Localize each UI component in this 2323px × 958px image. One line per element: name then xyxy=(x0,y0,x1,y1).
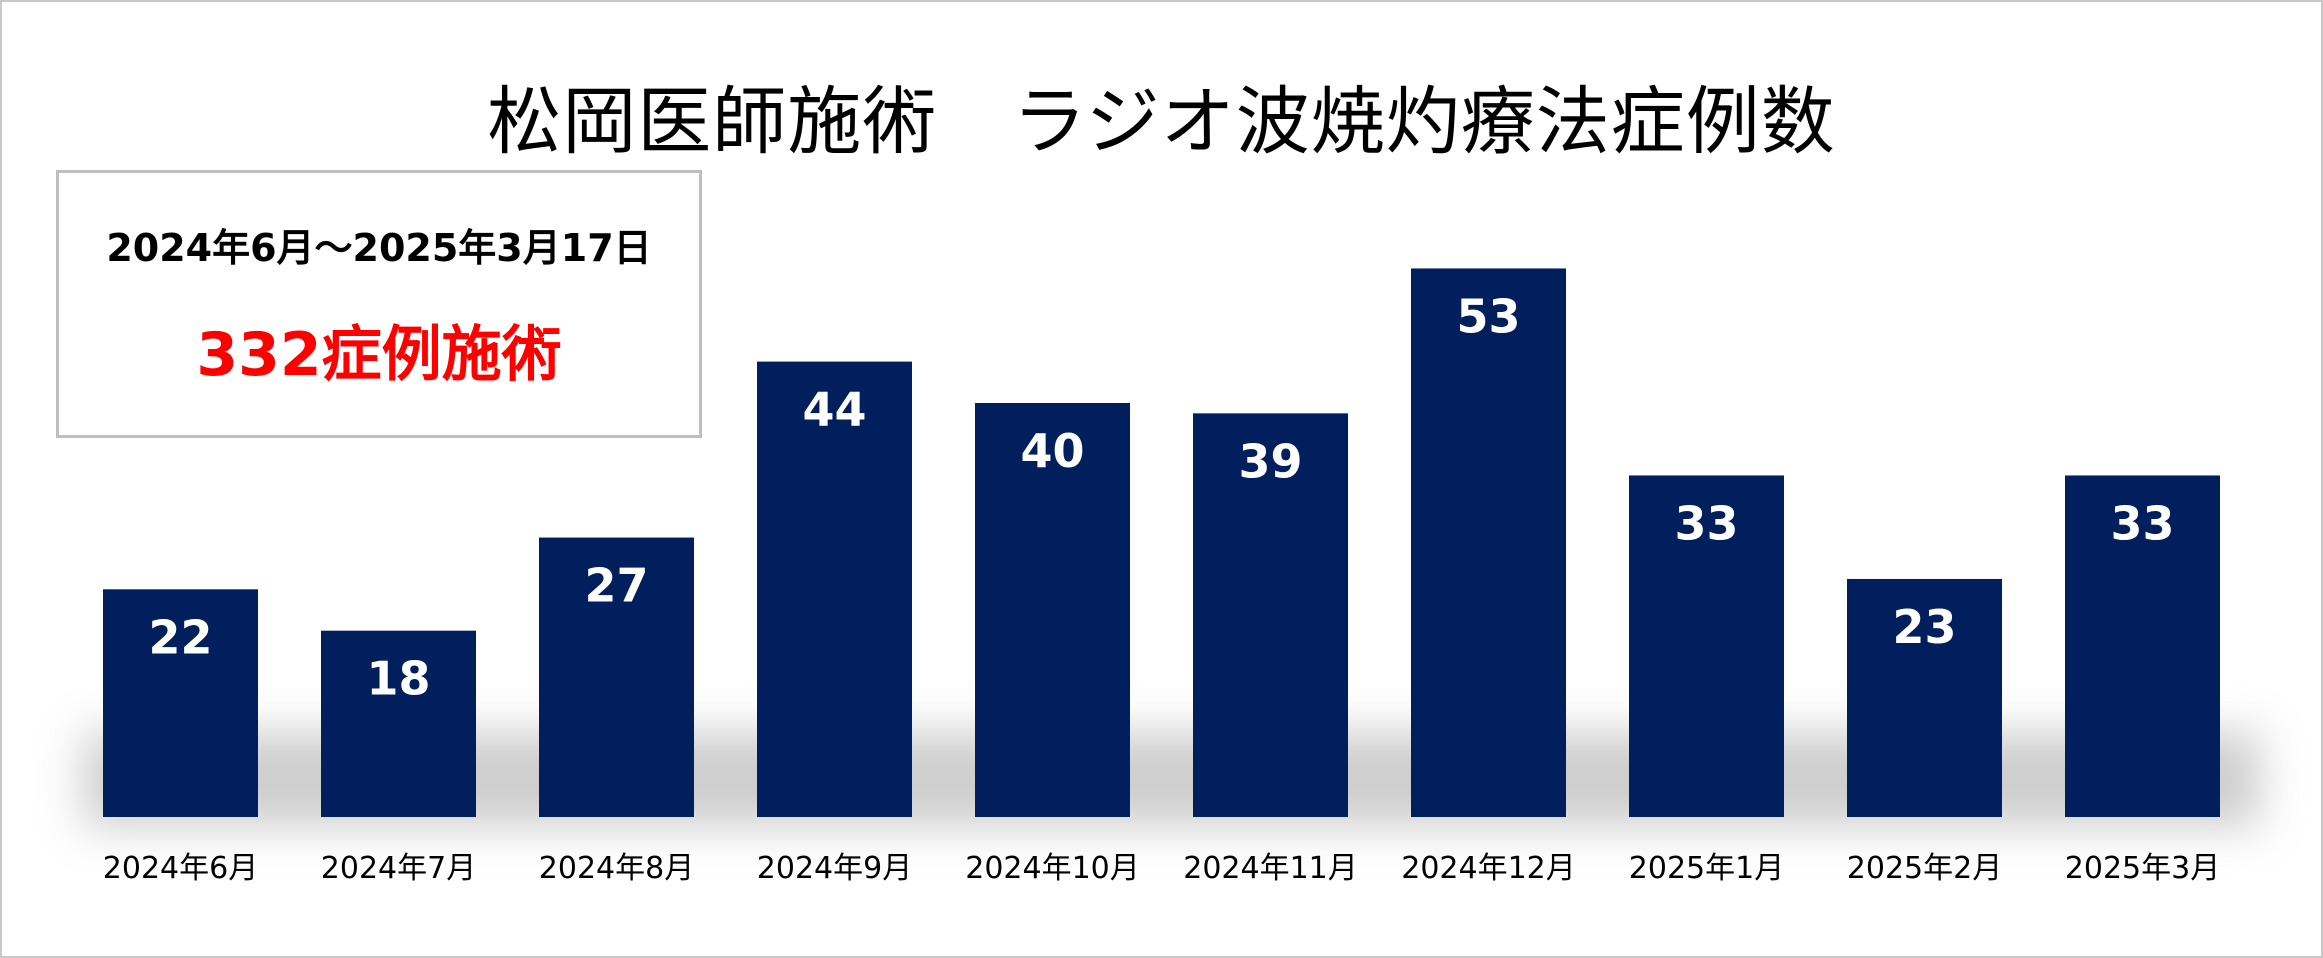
bar-3 xyxy=(757,361,912,817)
x-axis-tick-labels: 2024年6月 2024年7月 2024年8月 2024年9月 2024年10月 2024… xyxy=(103,851,2220,886)
bar-1 xyxy=(321,630,476,817)
bar-value-label-7: 33 xyxy=(1674,496,1738,550)
x-tick-label-3: 2024年9月 xyxy=(757,851,912,886)
bar-value-label-1: 18 xyxy=(366,652,430,706)
bar-value-label-4: 40 xyxy=(1020,424,1084,478)
x-tick-label-9: 2025年3月 xyxy=(2065,851,2220,886)
bar-value-label-6: 53 xyxy=(1456,289,1520,343)
bar-5 xyxy=(1193,413,1348,817)
bar-value-label-2: 27 xyxy=(584,559,648,613)
x-tick-label-2: 2024年8月 xyxy=(539,851,694,886)
data-labels-group: 22 18 27 44 40 39 53 33 23 33 xyxy=(148,289,2174,705)
bar-2 xyxy=(539,537,694,817)
x-tick-label-5: 2024年11月 xyxy=(1183,851,1358,886)
bar-8 xyxy=(1847,578,2002,817)
x-tick-label-6: 2024年12月 xyxy=(1401,851,1576,886)
x-tick-label-8: 2025年2月 xyxy=(1847,851,2002,886)
x-tick-label-1: 2024年7月 xyxy=(321,851,476,886)
x-tick-label-0: 2024年6月 xyxy=(103,851,258,886)
x-tick-label-4: 2024年10月 xyxy=(965,851,1140,886)
bar-9 xyxy=(2065,475,2220,817)
bar-value-label-0: 22 xyxy=(148,610,212,664)
bars-group xyxy=(103,268,2220,817)
summary-period: 2024年6月～2025年3月17日 xyxy=(106,226,652,270)
x-tick-label-7: 2025年1月 xyxy=(1629,851,1784,886)
bar-value-label-8: 23 xyxy=(1892,600,1956,654)
bar-value-label-3: 44 xyxy=(802,383,866,437)
bar-0 xyxy=(103,589,258,817)
bar-4 xyxy=(975,403,1130,817)
bar-6 xyxy=(1411,268,1566,817)
bar-value-label-5: 39 xyxy=(1238,434,1302,488)
bar-7 xyxy=(1629,475,1784,817)
summary-total: 332症例施術 xyxy=(196,320,562,390)
chart-title: 松岡医師施術 ラジオ波焼灼療法症例数 xyxy=(487,79,1836,165)
bar-value-label-9: 33 xyxy=(2110,496,2174,550)
summary-box: 2024年6月～2025年3月17日 332症例施術 xyxy=(56,170,702,438)
